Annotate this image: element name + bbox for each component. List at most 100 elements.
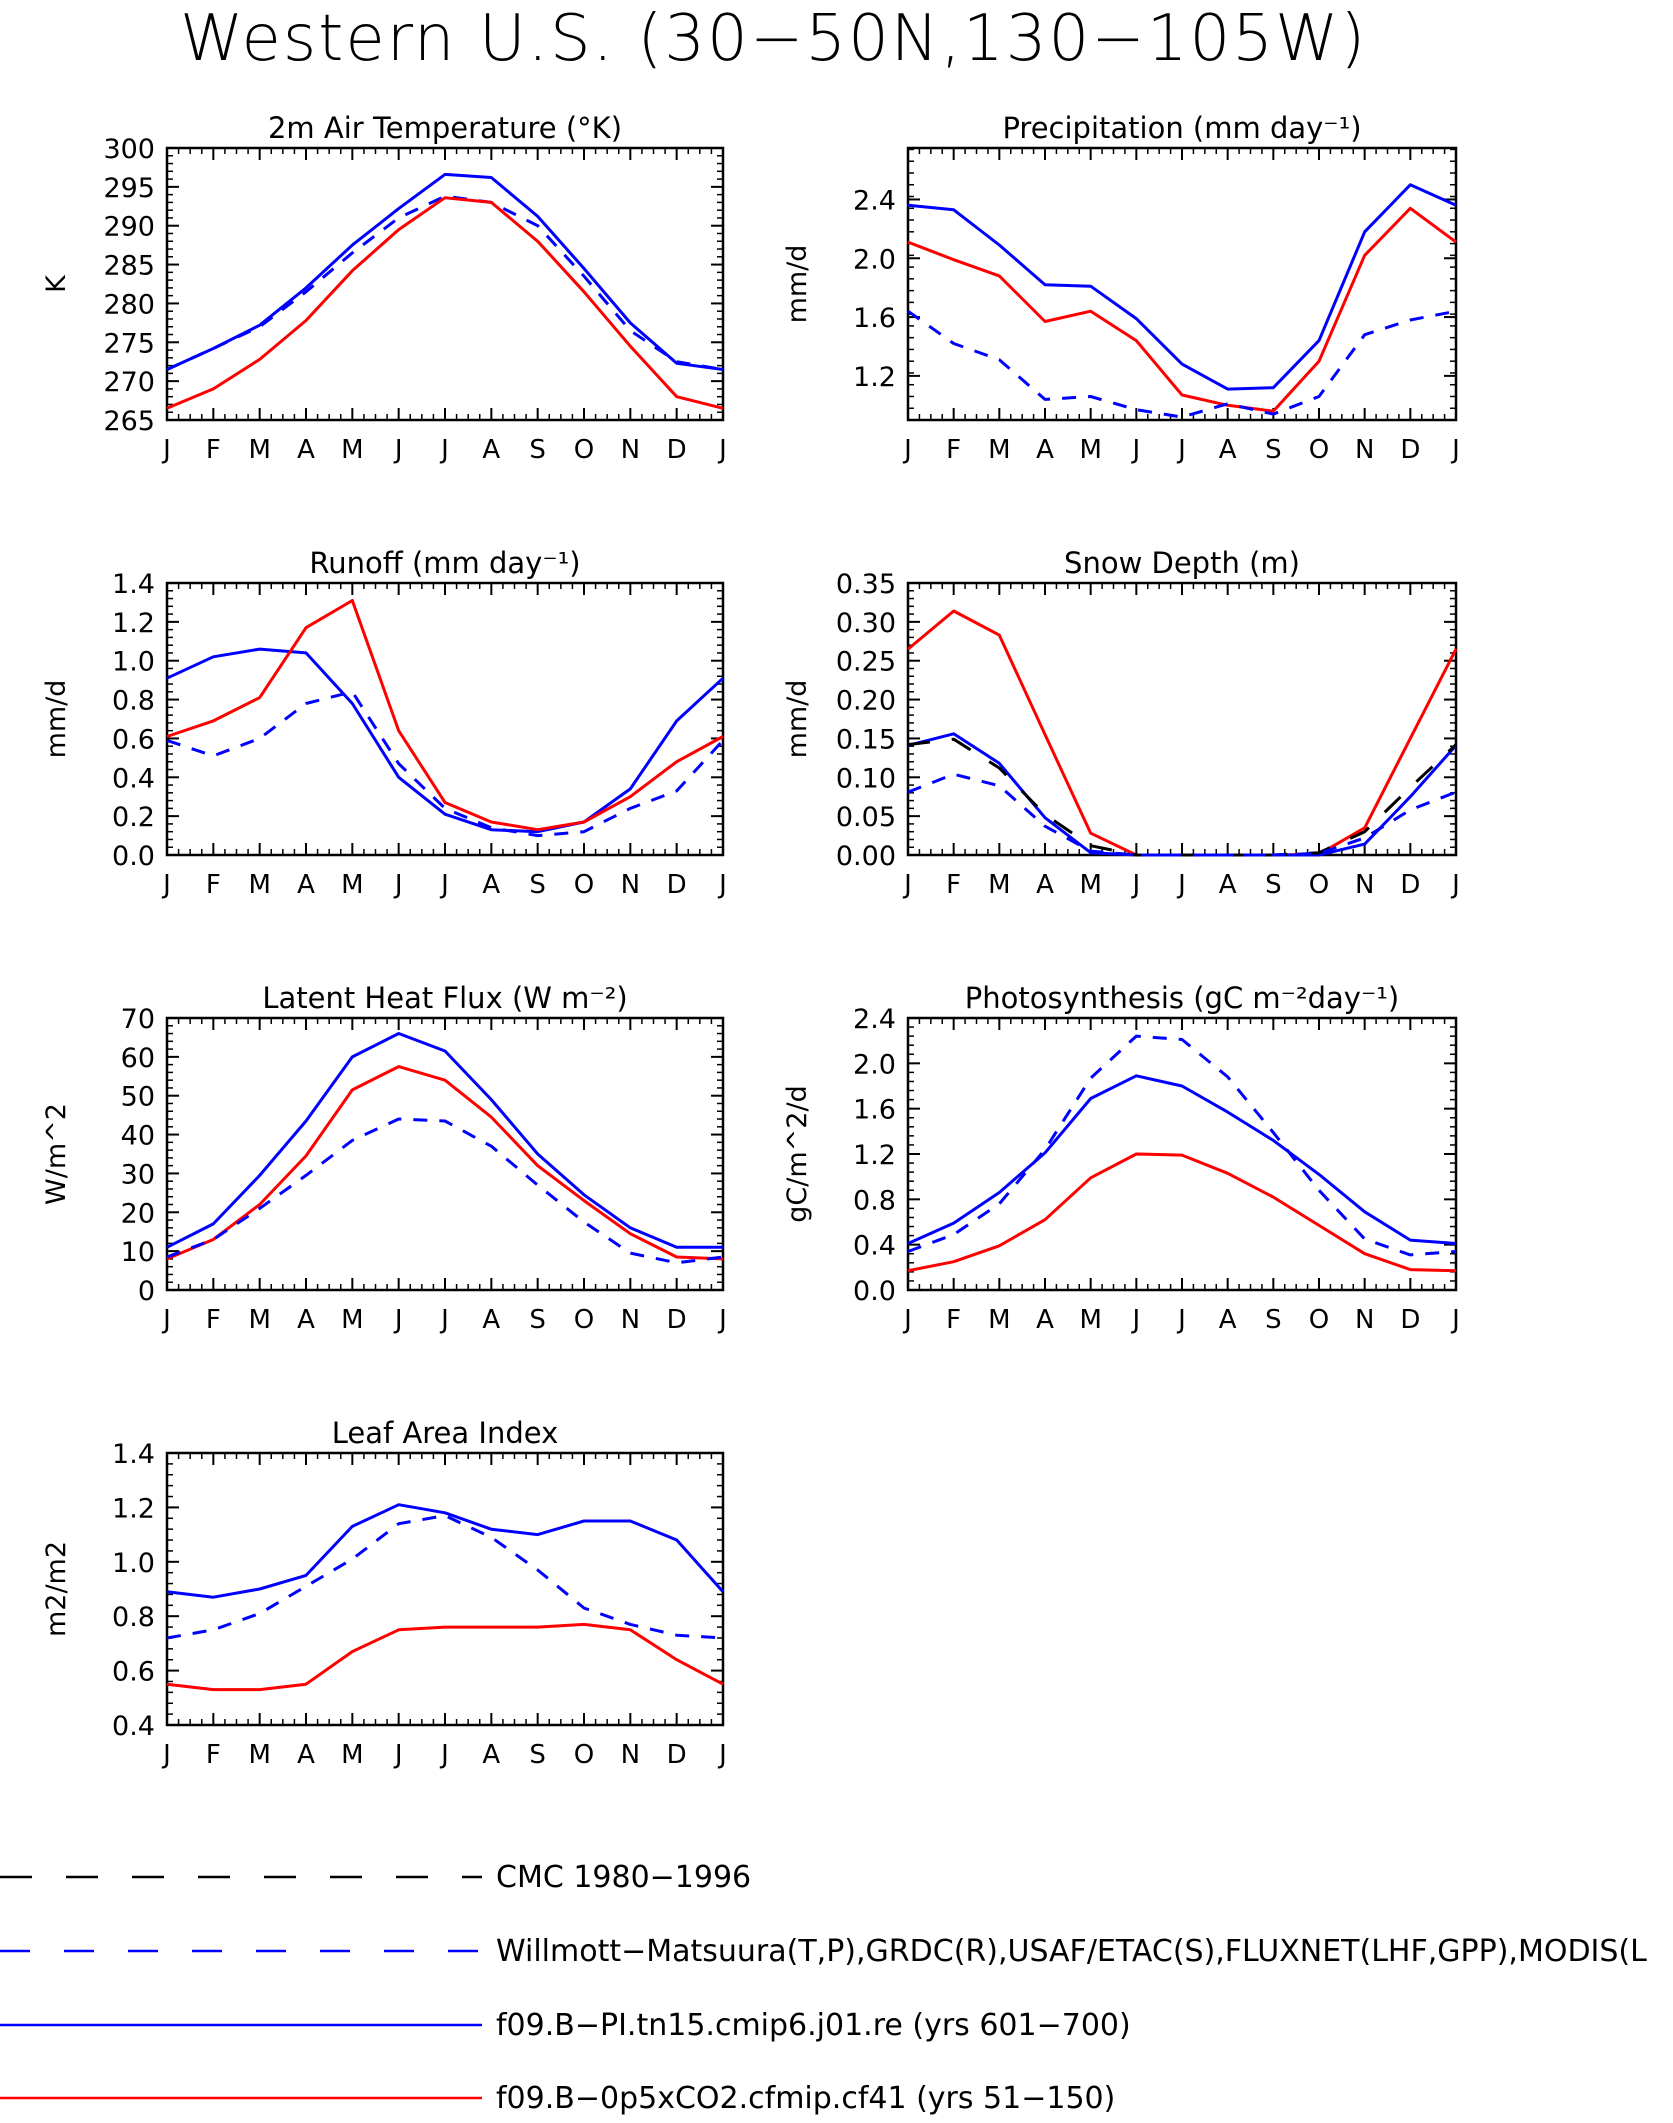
x-tick-label: J [439, 870, 449, 900]
x-tick-label: M [248, 1740, 270, 1770]
x-tick-label: J [1130, 870, 1140, 900]
chart-panel-3: J F M A M J J A S O N D J0.00.20.40.60.81.01.21.4Run… [41, 546, 727, 900]
panel-title: 2m Air Temperature (°K) [268, 111, 622, 145]
series-line-pi [166, 172, 724, 371]
x-tick-label: F [206, 1740, 221, 1770]
y-tick-label: 0.15 [836, 724, 896, 755]
series-line-pi [907, 183, 1457, 391]
x-tick-label: J [717, 1740, 727, 1770]
x-tick-label: J [161, 1305, 171, 1335]
x-tick-label: J [1130, 1305, 1140, 1335]
y-tick-label: 0.6 [112, 1657, 155, 1688]
x-tick-label: A [1036, 870, 1054, 900]
x-tick-label: J [393, 435, 403, 465]
y-tick-label: 60 [121, 1043, 155, 1074]
y-tick-label: 295 [103, 173, 155, 204]
series-line-pi [907, 1074, 1457, 1245]
x-tick-label: A [1219, 435, 1237, 465]
plot-frame [906, 146, 1458, 422]
x-tick-label: M [1079, 1305, 1101, 1335]
y-tick-label: 30 [121, 1159, 155, 1190]
x-tick-label: N [621, 435, 640, 465]
y-tick-label: 1.4 [112, 1439, 155, 1470]
legend-label: f09.B−0p5xCO2.cfmip.cf41 (yrs 51−150) [496, 2081, 1115, 2116]
series-line-pi [907, 732, 1458, 857]
x-tick-label: J [393, 870, 403, 900]
y-tick-label: 300 [103, 134, 155, 165]
x-tick-label: A [482, 435, 500, 465]
series-line-co2 [907, 609, 1458, 857]
x-tick-label: D [1400, 435, 1420, 465]
y-tick-label: 270 [103, 367, 155, 398]
x-tick-label: A [297, 435, 315, 465]
x-tick-label: A [297, 1740, 315, 1770]
series-line-co2 [166, 196, 724, 410]
x-tick-label: N [621, 1740, 640, 1770]
x-tick-label: J [161, 1740, 171, 1770]
series-line-cmc [907, 737, 1458, 857]
x-tick-label: J [161, 435, 171, 465]
x-tick-label: A [1219, 1305, 1237, 1335]
x-tick-label: N [621, 870, 640, 900]
x-tick-label: M [988, 435, 1010, 465]
panel-title: Latent Heat Flux (W m⁻²) [262, 981, 627, 1015]
x-tick-label: J [902, 435, 912, 465]
x-tick-label: N [621, 1305, 640, 1335]
y-tick-label: 0.8 [853, 1185, 896, 1216]
legend-item-obs: Willmott−Matsuura(T,P),GRDC(R),USAF/ETAC… [0, 1934, 1647, 1969]
panel-title: Photosynthesis (gC m⁻²day⁻¹) [965, 981, 1399, 1015]
series-line-obs [166, 194, 724, 371]
x-tick-label: M [341, 1740, 363, 1770]
x-tick-label: O [1309, 435, 1329, 465]
legend-item-co2: f09.B−0p5xCO2.cfmip.cf41 (yrs 51−150) [0, 2081, 1115, 2116]
y-tick-label: 1.2 [112, 1493, 155, 1524]
y-tick-label: 265 [103, 406, 155, 437]
y-tick-label: 2.4 [853, 185, 896, 216]
y-tick-label: 0.05 [836, 802, 896, 833]
y-tick-label: 70 [121, 1004, 155, 1035]
x-tick-label: N [1355, 435, 1374, 465]
x-tick-label: O [574, 1740, 594, 1770]
y-axis-label: gC/m^2/d [782, 1085, 813, 1222]
x-tick-label: A [297, 1305, 315, 1335]
x-tick-label: J [717, 1305, 727, 1335]
x-tick-label: A [482, 1305, 500, 1335]
x-tick-label: J [439, 435, 449, 465]
y-tick-label: 2.0 [853, 244, 896, 275]
chart-panel-1: J F M A M J J A S O N D J2652702752802852902953002m … [41, 111, 727, 465]
y-tick-label: 285 [103, 251, 155, 282]
series-line-pi [166, 1032, 723, 1249]
y-tick-label: 0.4 [853, 1231, 896, 1262]
x-tick-label: F [206, 1305, 221, 1335]
y-axis-label: mm/d [782, 680, 813, 759]
x-tick-label: D [667, 1305, 687, 1335]
y-tick-label: 0.0 [112, 841, 155, 872]
y-tick-label: 1.6 [853, 1095, 896, 1126]
x-tick-label: F [946, 870, 961, 900]
legend-item-cmc: CMC 1980−1996 [0, 1860, 751, 1895]
x-tick-label: D [667, 1740, 687, 1770]
y-tick-label: 0.8 [112, 1602, 155, 1633]
y-tick-label: 40 [121, 1121, 155, 1152]
x-tick-label: O [574, 870, 594, 900]
x-tick-label: M [248, 870, 270, 900]
x-tick-label: M [341, 435, 363, 465]
x-tick-label: M [1079, 870, 1101, 900]
x-tick-label: A [482, 870, 500, 900]
x-tick-label: S [529, 1305, 546, 1335]
x-tick-label: M [1079, 435, 1101, 465]
y-tick-label: 0.35 [836, 569, 896, 600]
x-tick-label: S [1265, 1305, 1282, 1335]
y-axis-label: m2/m2 [41, 1541, 72, 1637]
x-tick-label: O [1309, 1305, 1329, 1335]
y-tick-label: 0.10 [836, 763, 896, 794]
chart-panel-4: J F M A M J J A S O N D J0.000.050.100.150.200.250.3… [782, 546, 1460, 900]
series-line-obs [166, 1117, 724, 1265]
x-tick-label: J [1450, 435, 1460, 465]
y-tick-label: 1.4 [112, 569, 155, 600]
x-tick-label: M [988, 870, 1010, 900]
y-tick-label: 0.0 [853, 1276, 896, 1307]
